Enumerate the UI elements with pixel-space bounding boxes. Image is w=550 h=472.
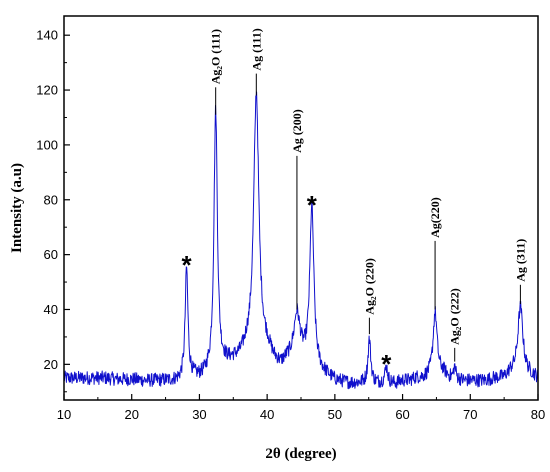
y-tick-label: 120 <box>36 83 58 98</box>
peak-label: Ag₂O (222) <box>448 288 462 345</box>
y-tick-label: 140 <box>36 28 58 43</box>
spectrum-layer <box>63 91 539 390</box>
x-tick-label: 40 <box>260 407 274 422</box>
x-tick-label: 10 <box>57 407 71 422</box>
y-tick-label: 60 <box>44 247 58 262</box>
axis-layer: 10 20 30 40 50 60 70 80 20 40 60 80 100 120 140 <box>36 28 545 422</box>
x-tick-label: 60 <box>395 407 409 422</box>
y-axis-title: Intensity (a.u) <box>9 163 25 253</box>
x-tick-label: 30 <box>192 407 206 422</box>
x-axis-title: 2θ (degree) <box>265 446 336 462</box>
peak-label: Ag(220) <box>428 197 442 238</box>
peak-label: Ag (200) <box>290 109 304 153</box>
peak-label: Ag (311) <box>513 239 527 282</box>
y-tick-label: 80 <box>44 192 58 207</box>
x-tick-label: 20 <box>124 407 138 422</box>
impurity-star-marker: * <box>381 349 392 379</box>
y-tick-label: 100 <box>36 137 58 152</box>
peak-label: Ag₂O (220) <box>362 258 376 315</box>
impurity-star-marker: * <box>307 190 318 220</box>
xrd-spectrum-line <box>63 91 539 390</box>
y-tick-label: 40 <box>44 302 58 317</box>
y-tick-label: 20 <box>44 357 58 372</box>
annotation-layer: Ag₂O (111) Ag (111) Ag (200) Ag₂O (220) Ag(2… <box>182 28 528 379</box>
x-tick-label: 80 <box>531 407 545 422</box>
plot-frame <box>63 15 539 401</box>
peak-label: Ag₂O (111) <box>209 29 223 84</box>
peak-label: Ag (111) <box>249 28 263 70</box>
x-tick-label: 70 <box>463 407 477 422</box>
impurity-star-marker: * <box>182 250 193 280</box>
x-tick-label: 50 <box>328 407 342 422</box>
